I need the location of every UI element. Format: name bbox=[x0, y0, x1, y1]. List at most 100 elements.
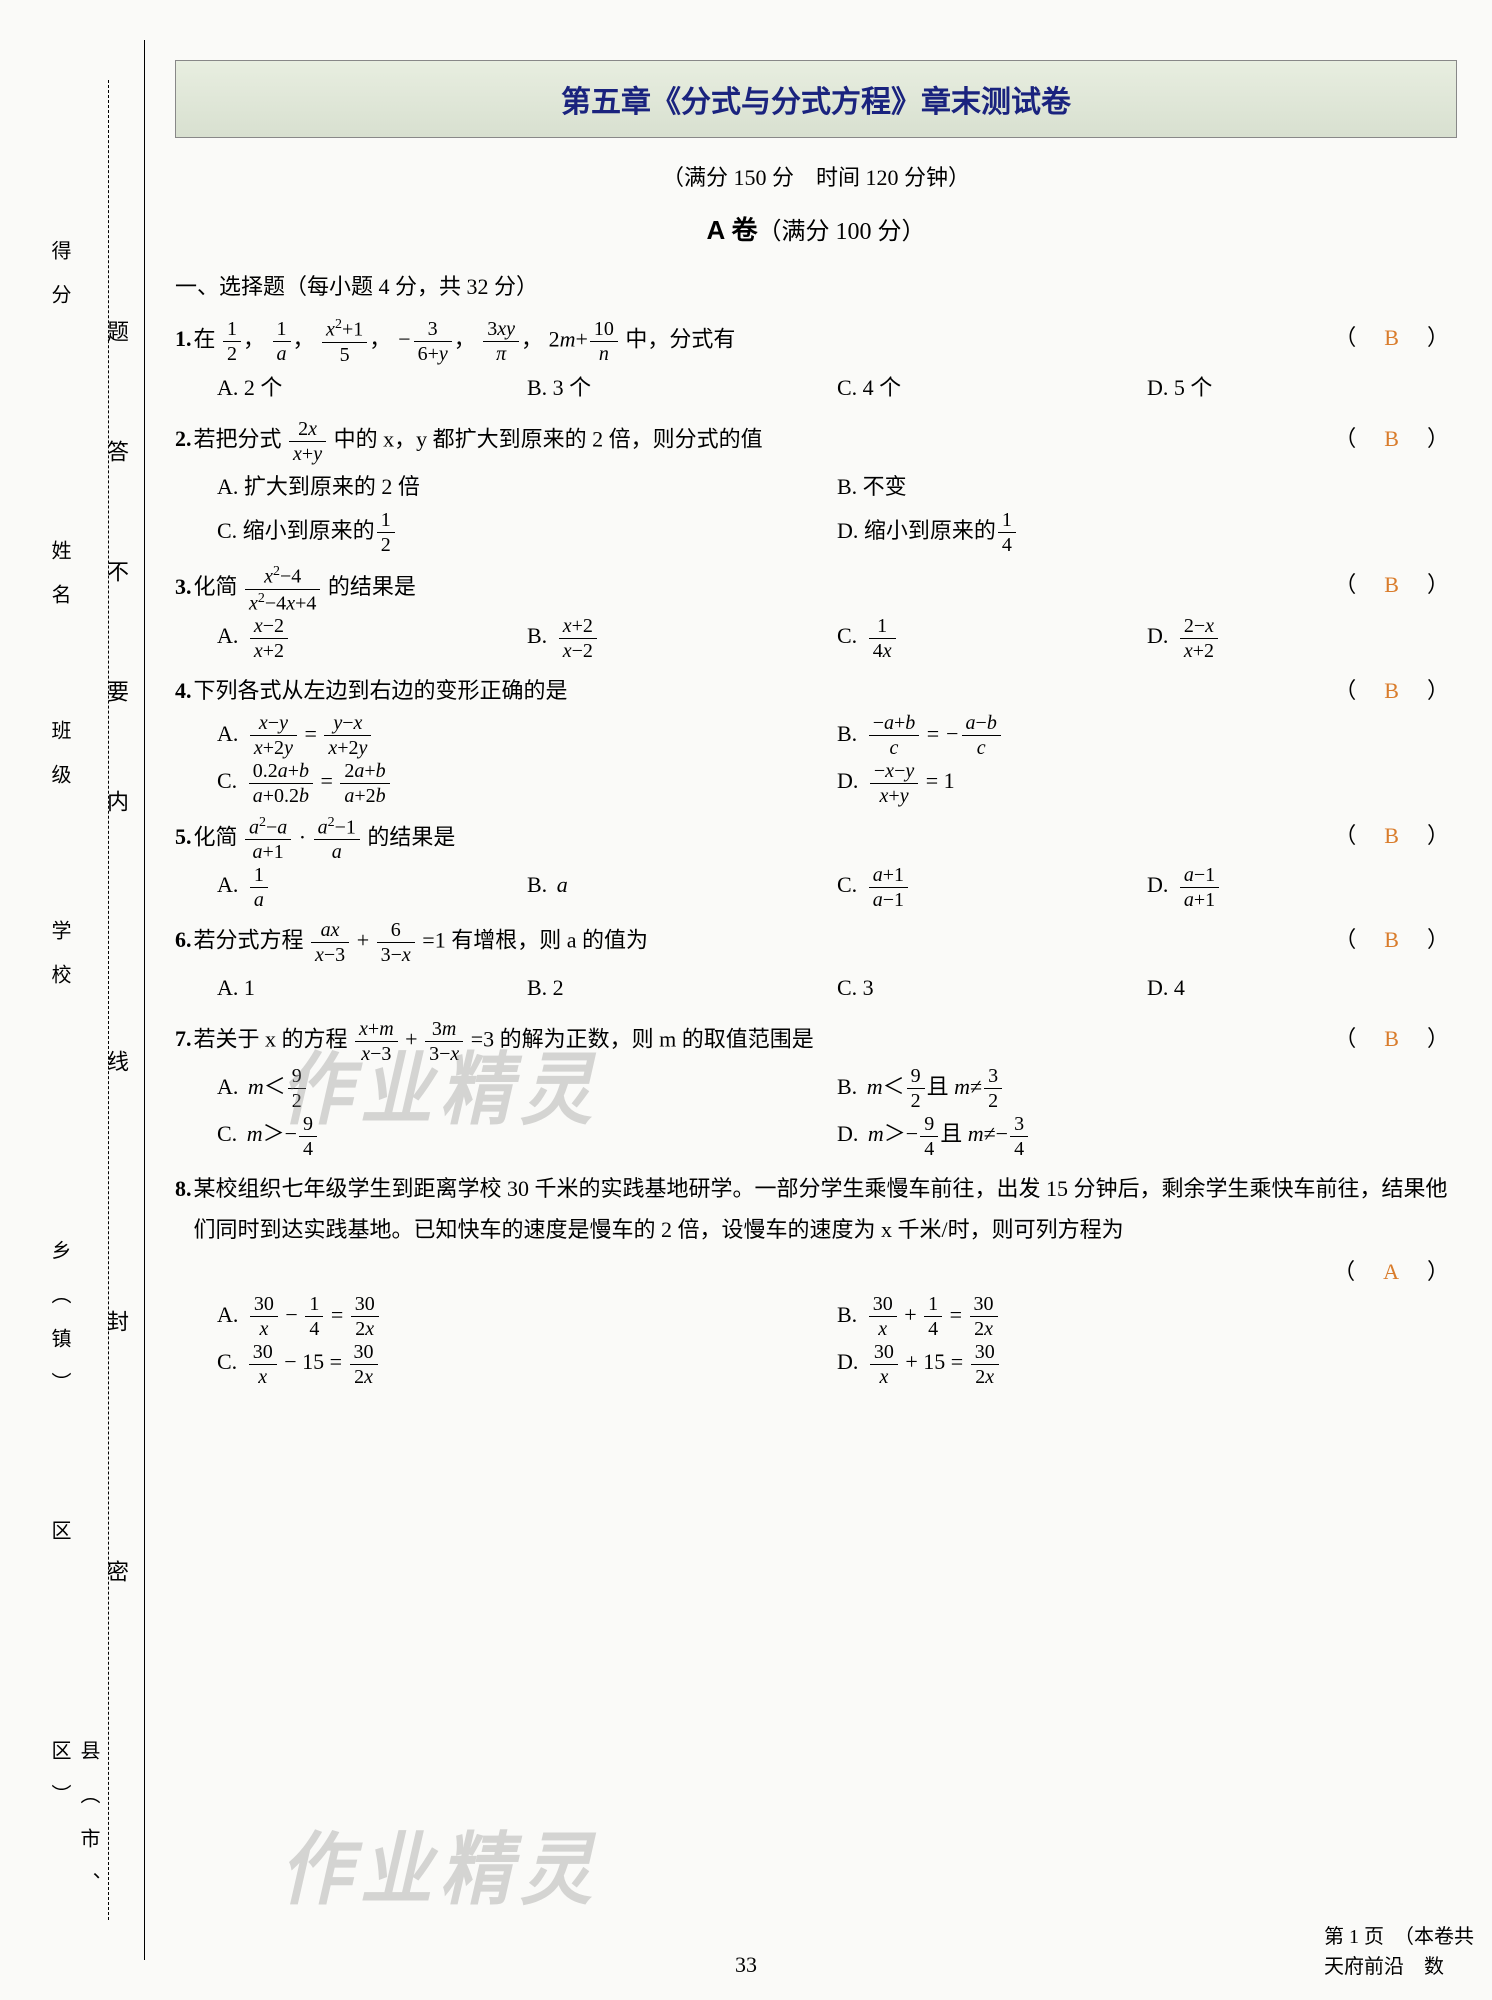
question-6: 6. 若分式方程 axx−3 + 63−x =1 有增根，则 a 的值为 （ B… bbox=[175, 919, 1457, 1010]
q8-options: A. 30x − 14 = 302x B. 30x + 14 = 302x C.… bbox=[175, 1293, 1457, 1388]
q3-options: A. x−2x+2 B. x+2x−2 C. 14x D. 2−xx+2 bbox=[175, 614, 1457, 661]
page-number: 33 bbox=[0, 1952, 1492, 1978]
q4-number: 4. bbox=[175, 670, 192, 712]
q2-answer-slot: （ B ） bbox=[1334, 418, 1449, 460]
q4-opt-a: A. x−yx+2y = y−xx+2y bbox=[217, 712, 837, 759]
q5-answer: B bbox=[1378, 823, 1405, 848]
q3-number: 3. bbox=[175, 566, 192, 608]
q7-number: 7. bbox=[175, 1018, 192, 1060]
q6-options: A. 1 B. 2 C. 3 D. 4 bbox=[175, 966, 1457, 1010]
q6-stem: 若分式方程 axx−3 + 63−x =1 有增根，则 a 的值为 bbox=[194, 919, 1458, 966]
q6-opt-a: A. 1 bbox=[217, 966, 527, 1010]
q4-opt-b: B. −a+bc = −a−bc bbox=[837, 712, 1457, 759]
q4-answer-slot: （ B ） bbox=[1334, 670, 1449, 712]
q5-stem: 化简 a2−aa+1 · a2−1a 的结果是 bbox=[194, 815, 1458, 864]
q8-number: 8. bbox=[175, 1168, 192, 1210]
q1-opt-d: D. 5 个 bbox=[1147, 366, 1457, 410]
vlabel-school: 学校 bbox=[45, 920, 74, 1008]
vlabel-town: 乡（镇） bbox=[45, 1240, 74, 1416]
question-1: 1. 在 12， 1a， x2+15， −36+y， 3xyπ， 2m+10n … bbox=[175, 317, 1457, 410]
seal-char-bu: 不 bbox=[100, 560, 132, 652]
q3-opt-a: A. x−2x+2 bbox=[217, 614, 527, 661]
footer-right: 第 1 页 （本卷共 天府前沿 数 bbox=[1324, 1922, 1474, 1982]
q6-opt-b: B. 2 bbox=[527, 966, 837, 1010]
seal-char-da: 答 bbox=[100, 440, 132, 532]
q5-number: 5. bbox=[175, 816, 192, 858]
q8-answer: A bbox=[1377, 1259, 1405, 1284]
q2-prefix: 若把分式 bbox=[194, 426, 282, 451]
exam-content: 第五章《分式与分式方程》章末测试卷 （满分 150 分 时间 120 分钟） A… bbox=[145, 0, 1492, 2000]
q8-opt-c: C. 30x − 15 = 302x bbox=[217, 1340, 837, 1387]
q6-number: 6. bbox=[175, 919, 192, 961]
q2-stem: 若把分式 2xx+y 中的 x，y 都扩大到原来的 2 倍，则分式的值 bbox=[194, 418, 1458, 465]
q6-suffix: =1 有增根，则 a 的值为 bbox=[422, 927, 648, 952]
q8-answer-line: （ A ） bbox=[175, 1251, 1457, 1293]
seal-char-nei: 内 bbox=[100, 790, 132, 882]
section-a-header: A 卷（满分 100 分） bbox=[175, 210, 1457, 247]
q2-options: A. 扩大到原来的 2 倍 B. 不变 C. 缩小到原来的12 D. 缩小到原来… bbox=[175, 465, 1457, 556]
q4-answer: B bbox=[1378, 678, 1405, 703]
seal-char-mi: 密 bbox=[100, 1560, 132, 1652]
q1-options: A. 2 个 B. 3 个 C. 4 个 D. 5 个 bbox=[175, 366, 1457, 410]
q8-stem: 某校组织七年级学生到距离学校 30 千米的实践基地研学。一部分学生乘慢车前往，出… bbox=[194, 1168, 1458, 1252]
seal-char-feng: 封 bbox=[100, 1310, 132, 1402]
q2-suffix: 中的 x，y 都扩大到原来的 2 倍，则分式的值 bbox=[334, 426, 763, 451]
vlabel-name: 姓名 bbox=[45, 540, 74, 628]
vlabel-score: 得分 bbox=[45, 240, 74, 328]
q8-opt-a: A. 30x − 14 = 302x bbox=[217, 1293, 837, 1340]
q6-opt-c: C. 3 bbox=[837, 966, 1147, 1010]
section-a-score: （满分 100 分） bbox=[758, 219, 926, 245]
q2c-prefix: C. 缩小到原来的 bbox=[217, 518, 375, 543]
q6-prefix: 若分式方程 bbox=[194, 927, 304, 952]
q5-opt-d: D. a−1a+1 bbox=[1147, 863, 1457, 910]
q7-options: A. m＜92 B. m＜92且 m≠32 C. m＞−94 D. m＞−94且… bbox=[175, 1065, 1457, 1160]
seal-char-yao: 要 bbox=[100, 680, 132, 772]
question-8: 8. 某校组织七年级学生到距离学校 30 千米的实践基地研学。一部分学生乘慢车前… bbox=[175, 1168, 1457, 1388]
q4-opt-d: D. −x−yx+y = 1 bbox=[837, 759, 1457, 806]
section-a-label: A 卷 bbox=[706, 215, 757, 245]
q1-stem: 在 12， 1a， x2+15， −36+y， 3xyπ， 2m+10n 中，分… bbox=[194, 317, 1458, 366]
q5-opt-b: B. a bbox=[527, 863, 837, 910]
q1-prefix: 在 bbox=[194, 326, 216, 351]
q1-opt-c: C. 4 个 bbox=[837, 366, 1147, 410]
q5-prefix: 化简 bbox=[194, 824, 238, 849]
binding-margin: 县（市、区） 区 乡（镇） 学校 班级 姓名 得分 密 封 线 内 不 要 答 … bbox=[0, 40, 145, 1960]
q1-opt-a: A. 2 个 bbox=[217, 366, 527, 410]
q8-opt-b: B. 30x + 14 = 302x bbox=[837, 1293, 1457, 1340]
q4-stem: 下列各式从左边到右边的变形正确的是 bbox=[194, 670, 1458, 712]
question-4: 4. 下列各式从左边到右边的变形正确的是 （ B ） A. x−yx+2y = … bbox=[175, 670, 1457, 807]
question-2: 2. 若把分式 2xx+y 中的 x，y 都扩大到原来的 2 倍，则分式的值 （… bbox=[175, 418, 1457, 556]
question-5: 5. 化简 a2−aa+1 · a2−1a 的结果是 （ B ） A. 1a B… bbox=[175, 815, 1457, 911]
q2-opt-b: B. 不变 bbox=[837, 465, 1457, 509]
q3-opt-b: B. x+2x−2 bbox=[527, 614, 837, 661]
q2-opt-d: D. 缩小到原来的14 bbox=[837, 509, 1457, 556]
q5-options: A. 1a B. a C. a+1a−1 D. a−1a+1 bbox=[175, 863, 1457, 910]
q6-answer-slot: （ B ） bbox=[1334, 919, 1449, 961]
q6-answer: B bbox=[1378, 927, 1405, 952]
exam-page: 县（市、区） 区 乡（镇） 学校 班级 姓名 得分 密 封 线 内 不 要 答 … bbox=[0, 0, 1492, 2000]
q3-answer-slot: （ B ） bbox=[1334, 564, 1449, 606]
watermark-2: 作业精灵 bbox=[280, 1805, 600, 1921]
q4-opt-c: C. 0.2a+ba+0.2b = 2a+ba+2b bbox=[217, 759, 837, 806]
exam-subtitle: （满分 150 分 时间 120 分钟） bbox=[175, 160, 1457, 192]
q7-answer: B bbox=[1378, 1026, 1405, 1051]
q1-suffix: 中，分式有 bbox=[625, 326, 735, 351]
q5-opt-c: C. a+1a−1 bbox=[837, 863, 1147, 910]
q3-answer: B bbox=[1378, 572, 1405, 597]
q3-opt-d: D. 2−xx+2 bbox=[1147, 614, 1457, 661]
seal-char-xian: 线 bbox=[100, 1050, 132, 1142]
q3-prefix: 化简 bbox=[194, 574, 238, 599]
q7-opt-d: D. m＞−94且 m≠−34 bbox=[837, 1112, 1457, 1159]
q4-options: A. x−yx+2y = y−xx+2y B. −a+bc = −a−bc C.… bbox=[175, 712, 1457, 807]
q2-opt-a: A. 扩大到原来的 2 倍 bbox=[217, 465, 837, 509]
q5-answer-slot: （ B ） bbox=[1334, 815, 1449, 857]
q1-number: 1. bbox=[175, 318, 192, 360]
q6-opt-d: D. 4 bbox=[1147, 966, 1457, 1010]
q7-answer-slot: （ B ） bbox=[1334, 1018, 1449, 1060]
q5-suffix: 的结果是 bbox=[367, 824, 455, 849]
vlabel-class: 班级 bbox=[45, 720, 74, 808]
q1-answer: B bbox=[1378, 325, 1405, 350]
question-7: 7. 若关于 x 的方程 x+mx−3 + 3m3−x =3 的解为正数，则 m… bbox=[175, 1018, 1457, 1160]
q5-opt-a: A. 1a bbox=[217, 863, 527, 910]
q1-opt-b: B. 3 个 bbox=[527, 366, 837, 410]
